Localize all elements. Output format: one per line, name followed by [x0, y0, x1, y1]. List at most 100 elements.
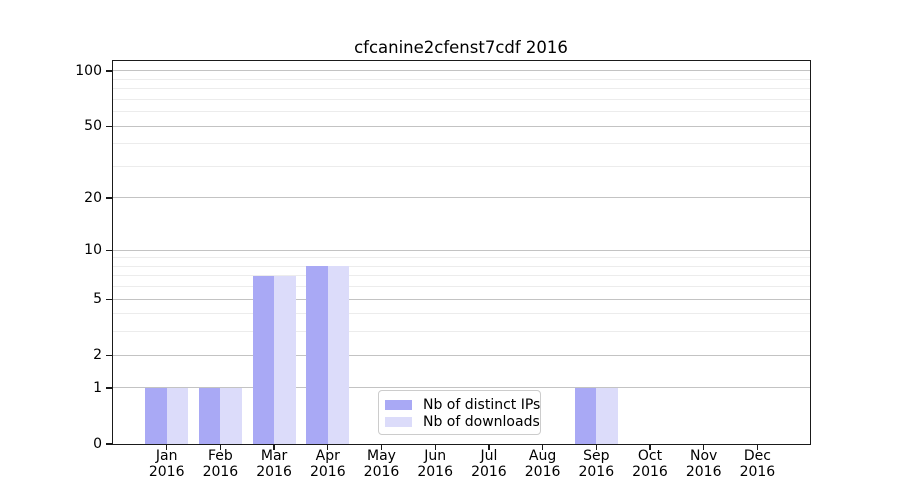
spine-top [112, 60, 811, 61]
year-label: 2016 [739, 463, 776, 480]
x-tick-mark [649, 445, 651, 450]
month-label: Apr [315, 448, 340, 464]
x-tick-label-jul: Jul 2016 [457, 448, 521, 480]
bar-distinct-ips-feb [198, 387, 221, 444]
major-gridline [112, 354, 810, 356]
year-label: 2016 [685, 463, 722, 480]
month-label: Mar [260, 448, 288, 464]
y-tick-label: 2 [93, 347, 102, 364]
x-tick-label-oct: Oct 2016 [618, 448, 682, 480]
x-tick-mark [488, 445, 490, 450]
bar-distinct-ips-sep [574, 387, 597, 444]
month-label: Jan [155, 448, 178, 464]
x-tick-label-sep: Sep 2016 [564, 448, 628, 480]
bar-downloads-mar [274, 275, 296, 444]
x-tick-mark [703, 445, 705, 450]
minor-gridline [112, 88, 810, 90]
minor-gridline [112, 98, 810, 100]
y-tick-label: 10 [84, 242, 102, 259]
minor-gridline [112, 313, 810, 315]
y-tick-label: 100 [75, 62, 102, 79]
x-tick-label-aug: Aug 2016 [511, 448, 575, 480]
spine-left [112, 60, 113, 445]
spine-bottom [112, 444, 811, 445]
minor-gridline [112, 165, 810, 167]
legend-label: Nb of distinct IPs [423, 396, 541, 413]
month-label: Feb [207, 448, 233, 464]
year-label: 2016 [632, 463, 668, 480]
legend-label: Nb of downloads [423, 413, 540, 430]
x-tick-mark [327, 445, 329, 450]
x-tick-mark [434, 445, 436, 450]
minor-gridline [112, 143, 810, 145]
y-tick-label: 5 [93, 291, 102, 308]
month-label: Dec [743, 448, 771, 464]
x-tick-label-mar: Mar 2016 [242, 448, 306, 480]
major-gridline [112, 197, 810, 199]
month-label: Sep [583, 448, 610, 464]
legend-swatch-icon [385, 399, 412, 410]
year-label: 2016 [202, 463, 239, 480]
major-gridline [112, 125, 810, 127]
major-gridline [112, 70, 810, 72]
year-label: 2016 [578, 463, 615, 480]
bar-distinct-ips-mar [252, 275, 275, 444]
year-label: 2016 [524, 463, 561, 480]
minor-gridline [112, 78, 810, 80]
month-label: Oct [637, 448, 663, 464]
year-label: 2016 [148, 463, 185, 480]
y-tick-mark [106, 298, 112, 300]
bar-downloads-jan [166, 387, 189, 444]
x-tick-mark [595, 445, 597, 450]
x-tick-mark [541, 445, 544, 450]
x-tick-label-feb: Feb 2016 [188, 448, 252, 480]
x-tick-mark [166, 445, 168, 450]
legend-item: Nb of downloads [385, 413, 540, 430]
plot-area: Nb of distinct IPs Nb of downloads [112, 60, 810, 444]
x-tick-mark [219, 445, 222, 450]
bar-downloads-sep [596, 387, 618, 444]
bar-downloads-apr [327, 266, 350, 444]
chart-title: cfcanine2cfenst7cdf 2016 [354, 38, 568, 57]
year-label: 2016 [417, 463, 453, 480]
major-gridline [112, 298, 810, 300]
x-tick-label-nov: Nov 2016 [672, 448, 736, 480]
y-tick-label: 50 [84, 118, 102, 135]
y-tick-mark [106, 249, 112, 251]
month-label: Aug [528, 448, 557, 464]
year-label: 2016 [309, 463, 346, 480]
spine-right [810, 60, 811, 445]
bar-distinct-ips-jan [145, 387, 167, 444]
y-tick-label: 0 [93, 436, 102, 452]
year-label: 2016 [363, 463, 400, 480]
legend-swatch-icon [385, 416, 412, 427]
x-tick-label-may: May 2016 [350, 448, 414, 480]
x-tick-label-jun: Jun 2016 [403, 448, 467, 480]
month-label: May [367, 448, 396, 464]
y-tick-mark [106, 443, 112, 445]
x-tick-mark [380, 445, 383, 450]
legend-item: Nb of distinct IPs [385, 396, 540, 413]
x-tick-label-dec: Dec 2016 [725, 448, 789, 480]
y-tick-mark [106, 70, 112, 72]
year-label: 2016 [256, 463, 292, 480]
month-label: Jul [480, 448, 498, 464]
y-tick-mark [106, 197, 112, 199]
major-gridline [112, 387, 810, 389]
x-tick-label-apr: Apr 2016 [296, 448, 360, 480]
y-tick-mark [106, 387, 112, 389]
x-tick-label-jan: Jan 2016 [135, 448, 199, 480]
minor-gridline [112, 111, 810, 113]
y-tick-mark [106, 125, 112, 127]
year-label: 2016 [471, 463, 507, 480]
bar-downloads-feb [220, 387, 242, 444]
minor-gridline [112, 257, 810, 259]
y-tick-label: 20 [84, 189, 102, 206]
major-gridline [112, 249, 810, 251]
legend: Nb of distinct IPs Nb of downloads [378, 390, 541, 435]
month-label: Jun [424, 448, 447, 464]
minor-gridline [112, 275, 810, 277]
minor-gridline [112, 265, 810, 267]
y-tick-label: 1 [93, 379, 102, 396]
